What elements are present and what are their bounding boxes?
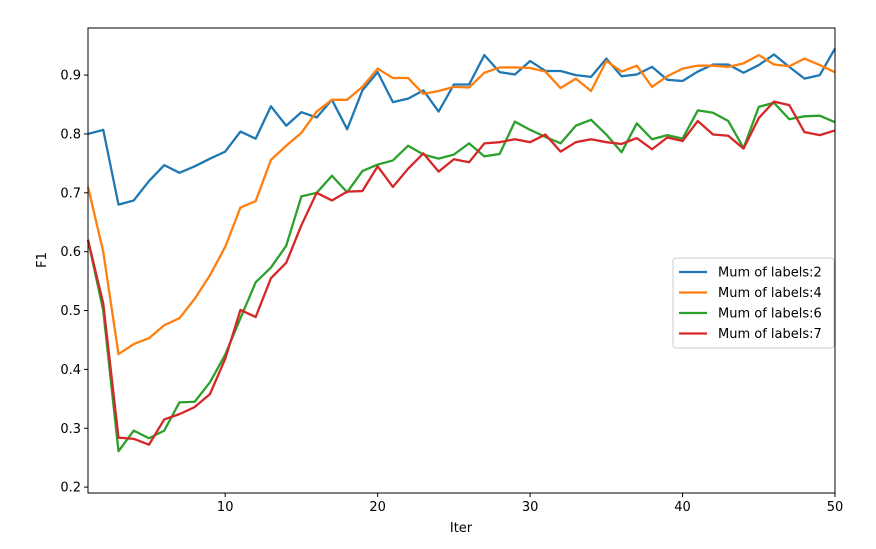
plot-frame <box>87 27 836 494</box>
x-tick-label: 50 <box>827 500 844 515</box>
x-tick-label: 10 <box>217 500 234 515</box>
legend-box <box>672 257 835 349</box>
y-tick-label: 0.4 <box>60 363 81 378</box>
series-line-4 <box>86 100 836 446</box>
legend-entry-label: Mum of labels:7 <box>718 327 822 342</box>
y-tick-label: 0.7 <box>60 186 81 201</box>
series-line-2 <box>86 53 836 356</box>
series-line-3 <box>86 101 836 453</box>
y-tick-label: 0.3 <box>60 422 81 437</box>
x-axis: 10 20 30 40 50 <box>217 493 843 515</box>
legend-entry-label: Mum of labels:2 <box>718 266 822 281</box>
y-axis-label: F1 <box>35 252 50 268</box>
y-tick-label: 0.6 <box>60 245 81 260</box>
y-tick-label: 0.9 <box>60 69 81 84</box>
x-tick-label: 40 <box>674 500 691 515</box>
y-tick-label: 0.2 <box>60 481 81 496</box>
x-axis-label: Iter <box>450 521 473 536</box>
x-tick-label: 20 <box>369 500 386 515</box>
legend-entry-label: Mum of labels:4 <box>718 286 822 301</box>
plot-area <box>86 27 836 494</box>
y-axis: 0.2 0.3 0.4 0.5 0.6 0.7 0.8 0.9 <box>60 69 88 496</box>
legend: Mum of labels:2 Mum of labels:4 Mum of lab… <box>672 257 835 349</box>
x-tick-label: 30 <box>522 500 539 515</box>
legend-entry-label: Mum of labels:6 <box>718 307 822 322</box>
series-layer <box>86 48 836 453</box>
y-tick-label: 0.8 <box>60 127 81 142</box>
y-tick-label: 0.5 <box>60 304 81 319</box>
